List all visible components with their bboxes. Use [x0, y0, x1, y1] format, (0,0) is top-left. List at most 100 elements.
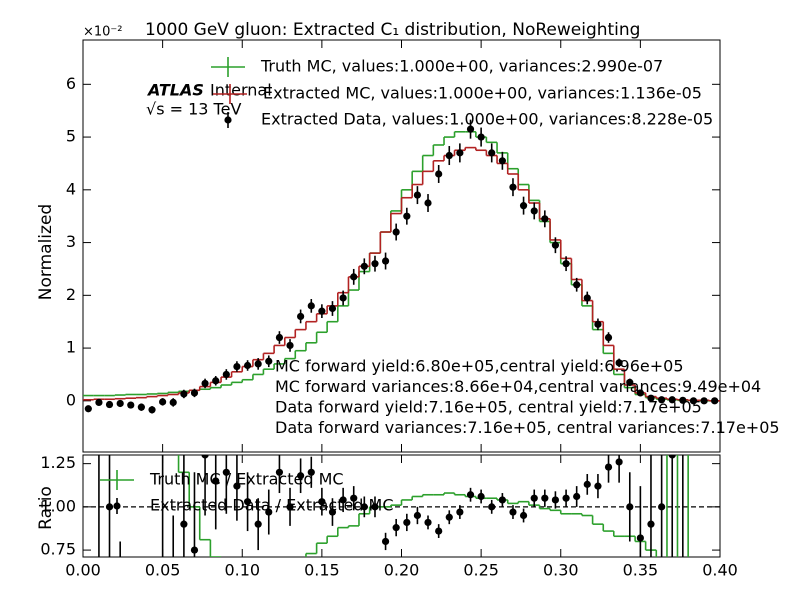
data-point — [180, 520, 188, 528]
data-point — [488, 503, 496, 511]
data-point — [689, 397, 698, 405]
legend-label: Extracted MC, values:1.000e+00, variance… — [263, 84, 702, 103]
x-tick-label: 0.10 — [224, 561, 260, 580]
data-point — [435, 170, 443, 178]
data-point — [307, 468, 315, 476]
data-point — [212, 477, 220, 485]
data-point — [328, 508, 337, 516]
data-point — [233, 482, 241, 490]
data-point — [551, 496, 560, 504]
data-point — [636, 534, 644, 542]
x-tick-label: 0.35 — [623, 561, 659, 580]
data-point — [116, 399, 124, 408]
y-tick-label: 5 — [66, 127, 76, 146]
data-point — [297, 312, 305, 321]
chart-title: 1000 GeV gluon: Extracted C₁ distributio… — [145, 20, 640, 40]
data-point — [339, 496, 347, 504]
data-point — [647, 394, 655, 402]
data-point — [180, 390, 188, 398]
data-point — [445, 151, 453, 160]
data-point — [435, 527, 443, 535]
data-point — [615, 359, 623, 367]
data-point — [488, 149, 496, 157]
data-point — [201, 379, 209, 388]
data-point — [519, 202, 528, 210]
energy-label: √s = 13 TeV — [146, 100, 241, 119]
data-point — [275, 468, 284, 476]
x-tick-label: 0.30 — [543, 561, 579, 580]
data-point — [594, 320, 602, 328]
data-point — [286, 503, 294, 511]
x-tick-label: 0.00 — [65, 561, 101, 580]
data-point — [551, 241, 560, 249]
data-point — [413, 511, 422, 520]
annotation: MC forward yield:6.80e+05,central yield:… — [275, 357, 684, 376]
data-point — [519, 511, 528, 520]
data-point — [541, 215, 549, 223]
data-point — [328, 304, 337, 313]
y-offset-label: ×10⁻² — [83, 25, 123, 40]
data-point — [254, 360, 262, 368]
data-point — [201, 455, 209, 459]
y-tick-label: 1 — [66, 338, 76, 357]
data-point — [339, 294, 347, 302]
y-tick-label: 6 — [66, 74, 76, 93]
data-point — [159, 398, 167, 406]
data-point — [212, 377, 220, 385]
legend-label: Truth MC, values:1.000e+00, variances:2.… — [260, 57, 663, 76]
data-point — [413, 191, 422, 199]
data-point — [148, 406, 156, 414]
y-tick-label: 0.75 — [40, 540, 76, 559]
data-point — [350, 494, 358, 502]
data-point — [371, 260, 379, 268]
y-axis-label: Normalized — [36, 204, 56, 300]
data-point — [243, 498, 252, 506]
data-point — [392, 524, 400, 532]
y-tick-label: 2 — [66, 285, 76, 304]
data-point — [127, 401, 135, 409]
data-point — [275, 333, 284, 342]
data-point — [403, 212, 411, 220]
data-point — [668, 455, 676, 459]
data-point — [190, 546, 199, 554]
data-point — [307, 302, 315, 310]
data-point — [265, 508, 273, 516]
y-tick-label: 1.25 — [40, 453, 76, 472]
data-point — [530, 494, 538, 502]
data-point — [233, 362, 241, 371]
data-point — [583, 480, 591, 488]
legend-marker — [113, 502, 121, 510]
data-point — [371, 503, 379, 511]
data-point — [658, 503, 666, 511]
y-tick-label: 0 — [66, 390, 76, 409]
plot-area — [83, 119, 720, 414]
data-point — [95, 398, 103, 407]
annotation: MC forward variances:8.66e+04,central va… — [275, 377, 761, 396]
data-point — [169, 398, 177, 407]
data-point — [658, 396, 666, 404]
data-point — [222, 468, 230, 476]
data-point — [573, 281, 581, 289]
data-point — [594, 482, 602, 490]
x-tick-label: 0.20 — [384, 561, 420, 580]
data-point — [668, 396, 676, 404]
data-point — [615, 458, 623, 466]
y-tick-label: 1.00 — [40, 496, 76, 515]
data-point — [466, 491, 475, 499]
data-point — [509, 183, 517, 191]
data-point — [711, 397, 719, 405]
data-point — [700, 397, 708, 405]
data-point — [604, 333, 613, 342]
data-point — [604, 463, 613, 471]
x-tick-label: 0.40 — [702, 561, 738, 580]
data-point — [509, 508, 517, 516]
data-point — [541, 494, 549, 502]
data-point — [381, 537, 390, 546]
data-point — [573, 492, 581, 501]
annotation: Data forward variances:7.16e+05, central… — [275, 418, 780, 437]
data-point — [466, 125, 475, 133]
data-point — [105, 503, 114, 511]
data-point — [84, 405, 92, 413]
data-point — [679, 396, 687, 404]
